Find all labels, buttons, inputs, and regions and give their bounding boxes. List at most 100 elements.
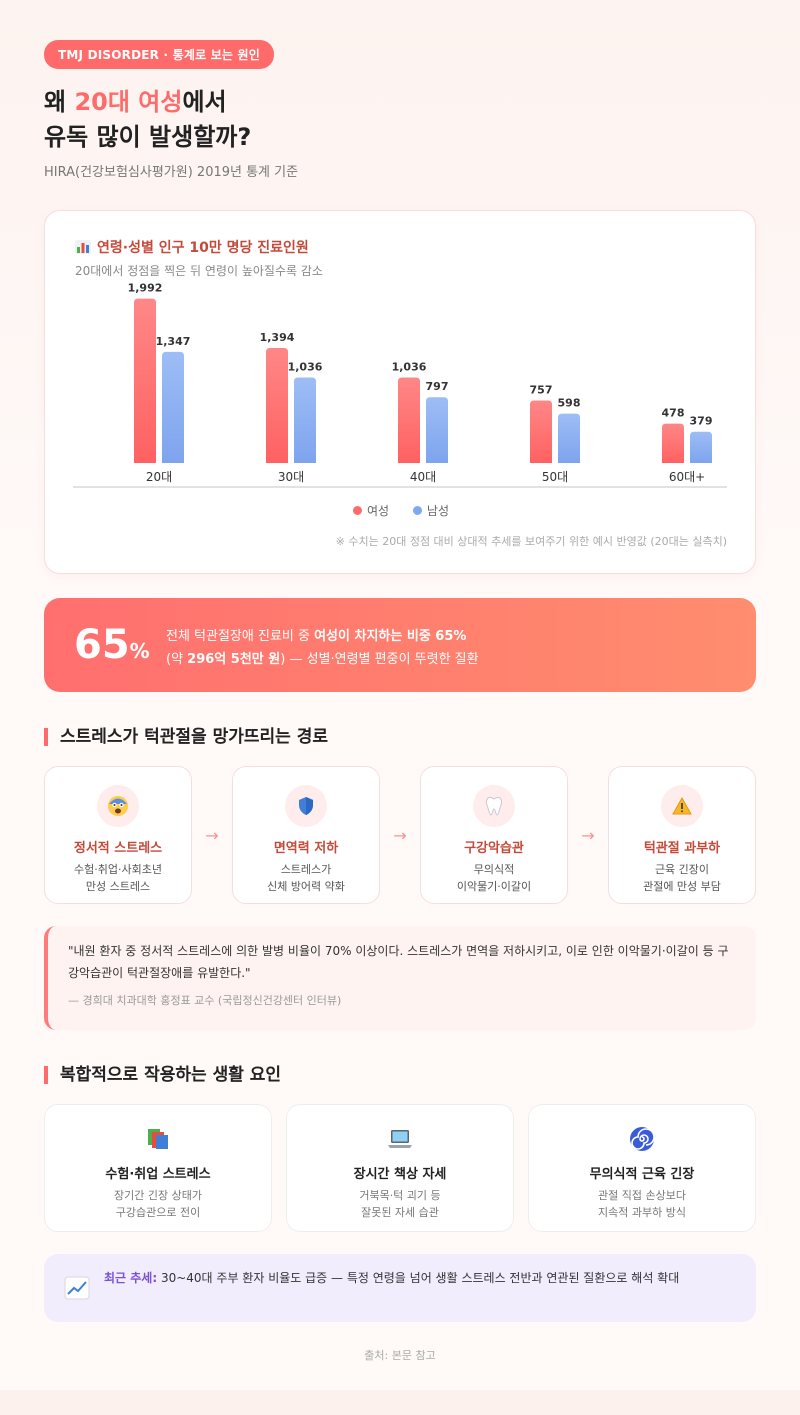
warning-icon [661,785,703,827]
stat-line2-prefix: (약 [166,652,188,667]
infographic: TMJ DISORDER · 통계로 보는 원인 왜 20대 여성에서 유독 많… [44,40,756,1322]
topic-tag: TMJ DISORDER · 통계로 보는 원인 [44,40,275,69]
stat-line1-prefix: 전체 턱관절장애 진료비 중 [166,629,315,644]
factor-desc-line1: 장기간 긴장 상태가 [114,1189,202,1202]
flow-arrow: → [393,826,407,845]
x-tick-label: 60대+ [669,470,705,484]
page-subtitle: HIRA(건강보험심사평가원) 2019년 통계 기준 [44,165,299,180]
bar-female [530,400,552,463]
step-desc-line1: 근육 긴장이 [654,863,710,876]
legend-dot-male [412,506,422,515]
step-desc-line2: 만성 스트레스 [85,880,151,893]
chart-note: ※ 수치는 20대 정점 대비 상대적 추세를 보여주기 위한 예시 반영값 (… [335,535,727,548]
quote-author: — 경희대 치과대학 홍정표 교수 (국립정신건강센터 인터뷰) [68,994,342,1007]
quote-text: "내원 환자 중 정서적 스트레스에 의한 발병 비율이 70% 이상이다. 스… [68,944,729,980]
stat-value: 65 [74,622,130,668]
bar-female [134,298,156,463]
step-desc-line2: 이악물기·이갈이 [456,880,532,893]
stat-line1-bold: 여성이 차지하는 비중 65% [314,629,467,644]
step-desc-line2: 관절에 만성 부담 [643,880,721,893]
title-suffix: 에서 [182,88,227,116]
value-label: 598 [558,397,581,410]
bar-male [294,377,316,463]
title-accent: 20대 여성 [74,88,183,116]
step-title: 정서적 스트레스 [73,841,163,856]
page-title: 왜 20대 여성에서 유독 많이 발생할까? [44,85,756,155]
factor-desc-line1: 관절 직접 손상보다 [598,1189,686,1202]
factor-desc-line2: 지속적 과부하 방식 [598,1206,686,1219]
value-label: 1,992 [128,282,163,295]
trend-callout: 최근 추세: 30~40대 주부 환자 비율도 급증 — 특정 연령을 넘어 생… [44,1254,756,1322]
step-title: 구강악습관 [464,841,524,856]
chart-legend: 여성 남성 [45,502,757,519]
stat-line2: (약 296억 5천만 원) — 성별·연령별 편중이 뚜렷한 질환 [166,648,479,667]
stat-banner: 65% 전체 턱관절장애 진료비 중 여성이 차지하는 비중 65% (약 29… [44,598,756,692]
x-tick-label: 30대 [278,470,304,484]
factor-title: 장시간 책상 자세 [353,1167,447,1182]
bar-chart-icon [75,240,91,254]
factor-title: 수험·취업 스트레스 [105,1167,211,1182]
step-desc-line2: 신체 방어력 약화 [267,880,345,893]
trend-body: 30~40대 주부 환자 비율도 급증 — 특정 연령을 넘어 생활 스트레스 … [157,1271,680,1285]
legend-item-female: 여성 [352,502,390,519]
laptop-icon [386,1125,414,1153]
step-desc-line1: 수험·취업·사회초년 [74,863,162,876]
title-prefix: 왜 [44,88,75,116]
stat-number: 65% [74,622,150,668]
books-icon [144,1125,172,1153]
step-title: 면역력 저하 [273,841,339,856]
legend-label-male: 남성 [426,504,449,518]
factor-card: 무의식적 근육 긴장 관절 직접 손상보다 지속적 과부하 방식 [528,1104,756,1232]
bar-male [690,431,712,463]
bar-chart: 1,992 1,347 20대 1,394 1,036 30대 1,036 797 40대 757… [73,282,727,488]
step-title: 턱관절 과부하 [643,841,721,856]
chart-subtitle: 20대에서 정점을 찍은 뒤 연령이 높아질수록 감소 [75,264,323,278]
chart-title-text: 연령·성별 인구 10만 명당 진료인원 [97,240,309,256]
path-step: 면역력 저하 스트레스가 신체 방어력 약화 [232,766,380,904]
legend-label-female: 여성 [366,504,390,518]
bar-male [162,351,184,463]
bar-female [398,377,420,463]
expert-quote: "내원 환자 중 정서적 스트레스에 의한 발병 비율이 70% 이상이다. 스… [44,926,756,1030]
shield-icon [285,785,327,827]
legend-dot-female [352,506,362,515]
bar-female [266,347,288,463]
flow-arrow: → [205,826,219,845]
trend-text: 최근 추세: 30~40대 주부 환자 비율도 급증 — 특정 연령을 넘어 생… [104,1268,736,1288]
bar-male [558,413,580,463]
factor-desc-line2: 구강습관으로 전이 [115,1206,201,1219]
bar-male [426,397,448,463]
value-label: 379 [690,415,713,428]
source-note: 출처: 본문 참고 [364,1349,436,1362]
title-line2: 유독 많이 발생할까? [44,123,252,151]
stat-unit: % [129,639,150,663]
chart-card: 연령·성별 인구 10만 명당 진료인원 20대에서 정점을 찍은 뒤 연령이 … [44,210,756,574]
flow-arrow: → [581,826,595,845]
step-desc: 스트레스가 신체 방어력 약화 [233,861,379,895]
factor-desc-line1: 거북목·턱 괴기 등 [359,1189,441,1202]
x-tick-label: 20대 [146,470,172,484]
stat-line2-suffix: ) — 성별·연령별 편중이 뚜렷한 질환 [280,652,479,667]
trend-label: 최근 추세: [104,1271,158,1285]
x-tick-label: 50대 [542,470,568,484]
value-label: 1,394 [260,331,295,344]
tooth-icon [473,785,515,827]
bottom-band [0,1390,800,1415]
chart-title: 연령·성별 인구 10만 명당 진료인원 [75,237,309,257]
factor-desc-line2: 잘못된 자세 습관 [361,1206,439,1219]
factors-heading: 복합적으로 작용하는 생활 요인 [44,1066,756,1084]
step-desc-line1: 무의식적 [473,863,515,876]
x-tick-label: 40대 [410,470,436,484]
value-label: 1,036 [392,361,427,374]
anxious-face-icon [97,785,139,827]
